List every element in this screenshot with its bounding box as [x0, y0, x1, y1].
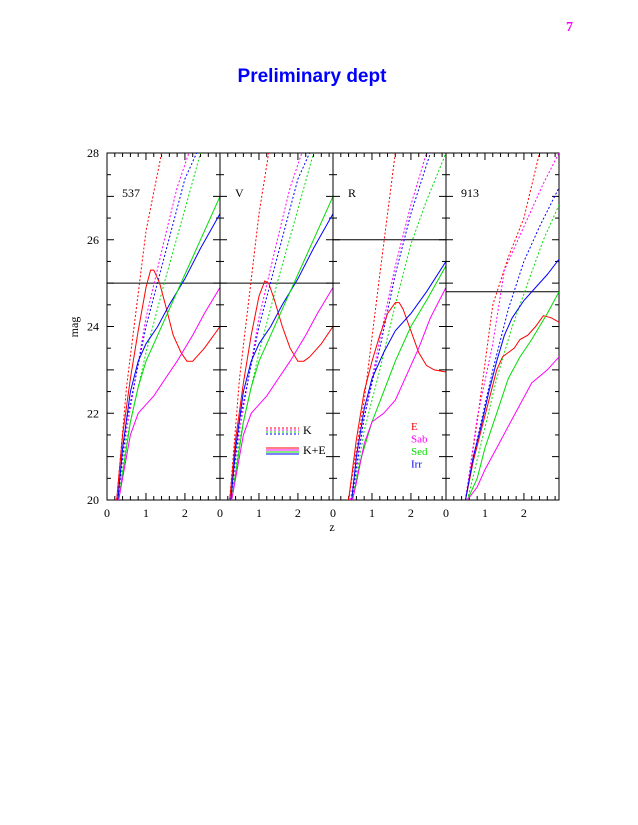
y-tick-label: 24 [87, 320, 99, 334]
legend-label: K+E [303, 443, 326, 457]
y-axis-label: mag [67, 317, 81, 338]
panel-label: 537 [122, 186, 140, 200]
x-tick-label: 1 [143, 506, 149, 520]
curve-e-dotted [465, 153, 540, 500]
y-tick-label: 26 [87, 233, 99, 247]
panel-frame [445, 152, 560, 501]
curve-irr-solid [117, 213, 220, 500]
x-axis-label: z [329, 520, 334, 534]
x-tick-label: 2 [295, 506, 301, 520]
legend-entry-sab: Sab [411, 434, 428, 446]
x-tick-label: 0 [443, 506, 449, 520]
curve-irr-solid [351, 261, 446, 500]
curve-sed-dotted [466, 204, 559, 500]
curve-sab-solid [118, 287, 220, 500]
curve-sab-solid [352, 287, 446, 500]
x-tick-label: 0 [217, 506, 223, 520]
legend-line-types: K K+E [266, 423, 326, 457]
curves [116, 153, 220, 500]
legend-entry-sed: Sed [411, 446, 428, 458]
x-tick-label: 0 [104, 506, 110, 520]
curve-sed-solid [466, 291, 559, 500]
x-tick-label: 2 [408, 506, 414, 520]
panel-2: V 0 1 2 [217, 152, 334, 520]
curve-sed-solid [118, 196, 220, 500]
curve-irr-dotted [230, 153, 311, 500]
curve-irr-solid [465, 258, 559, 500]
x-tick-label: 2 [521, 506, 527, 520]
curve-e-solid [229, 280, 333, 500]
panel-label: V [235, 186, 244, 200]
curve-e-dotted [348, 153, 396, 500]
panel-label: 913 [461, 186, 479, 200]
panel-label: R [348, 186, 356, 200]
panel-4: 913 0 1 2 [443, 152, 560, 520]
curve-sed-dotted [231, 153, 314, 500]
curve-sab-dotted [116, 153, 190, 500]
x-tick-label: 2 [182, 506, 188, 520]
curve-e-solid [348, 302, 446, 500]
legend-label: K [303, 423, 312, 437]
panel-frame [332, 152, 447, 501]
curve-sab-dotted [229, 153, 303, 500]
curves [465, 153, 559, 500]
curve-sed-dotted [352, 153, 446, 500]
x-tick-label: 1 [256, 506, 262, 520]
curve-sed-solid [231, 196, 333, 500]
curve-e-solid [116, 269, 220, 500]
curve-sab-solid [467, 356, 559, 500]
curve-irr-dotted [117, 153, 198, 500]
panel-3: R 0 1 2 [330, 152, 447, 520]
curve-sab-dotted [465, 153, 559, 500]
curve-irr-dotted [465, 187, 559, 500]
curve-sed-dotted [118, 153, 201, 500]
curve-e-solid [465, 315, 559, 500]
y-tick-label: 22 [87, 406, 99, 420]
x-tick-label: 1 [482, 506, 488, 520]
page-number: 7 [566, 20, 573, 35]
curves [229, 153, 333, 500]
curve-irr-solid [230, 213, 333, 500]
curves [348, 153, 446, 500]
y-tick-label: 20 [87, 493, 99, 507]
x-tick-label: 0 [330, 506, 336, 520]
curve-irr-dotted [351, 153, 431, 500]
x-tick-label: 1 [369, 506, 375, 520]
y-tick-label: 28 [87, 146, 99, 160]
legend-entry-e: E [411, 421, 418, 433]
panel-1: 537 0 1 2 [104, 152, 221, 520]
curve-sab-solid [231, 287, 333, 500]
page-title: Preliminary dept [237, 66, 387, 87]
curve-e-dotted [229, 153, 270, 500]
legend-entry-irr: Irr [411, 459, 422, 471]
